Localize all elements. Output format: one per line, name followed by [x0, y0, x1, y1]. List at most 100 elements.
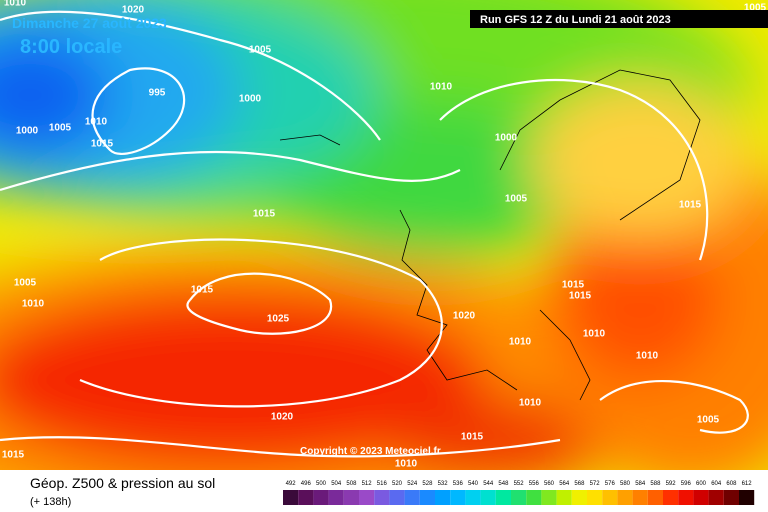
legend-label: 604 — [711, 481, 722, 487]
isobar-label: 995 — [149, 88, 166, 99]
isobar-label: 1015 — [253, 209, 276, 220]
legend-swatch — [632, 490, 648, 505]
legend-label: 592 — [666, 481, 677, 487]
footer-title: Géop. Z500 & pression au sol — [30, 475, 215, 491]
legend-label: 608 — [726, 481, 737, 487]
time-label: 8:00 locale — [20, 36, 122, 58]
legend-label: 596 — [681, 481, 692, 487]
legend-label: 516 — [377, 481, 388, 487]
date-label: Dimanche 27 août 2023 — [12, 15, 167, 31]
legend-swatch — [313, 490, 329, 505]
isobar-label: 1005 — [744, 3, 767, 14]
legend-swatch — [374, 490, 390, 505]
legend-swatch — [678, 490, 694, 505]
legend-swatch — [693, 490, 709, 505]
copyright: Copyright © 2023 Meteociel.fr — [300, 446, 441, 457]
run-label: Run GFS 12 Z du Lundi 21 août 2023 — [480, 14, 671, 26]
isobar-label: 1025 — [267, 314, 290, 325]
legend-swatch — [389, 490, 405, 505]
legend-label: 544 — [483, 481, 494, 487]
coastlines — [279, 69, 701, 401]
legend-swatch — [541, 490, 557, 505]
isobar-label: 1010 — [519, 398, 542, 409]
legend-swatch — [602, 490, 618, 505]
isobars — [0, 10, 749, 458]
legend-swatch — [495, 490, 511, 505]
legend-label: 536 — [453, 481, 464, 487]
isobar-label: 1020 — [453, 311, 476, 322]
isobar-label: 1005 — [49, 123, 72, 134]
legend-swatch — [663, 490, 679, 505]
legend-swatch — [571, 490, 587, 505]
legend-swatch — [480, 490, 496, 505]
isobar-label: 1015 — [569, 291, 592, 302]
isobar-label: 1005 — [249, 45, 272, 56]
isobar-label: 1015 — [91, 139, 114, 150]
legend-swatch — [647, 490, 663, 505]
isobar-label: 1010 — [583, 329, 606, 340]
isobar-label: 1000 — [16, 126, 39, 137]
legend-label: 572 — [590, 481, 601, 487]
legend-label: 568 — [574, 481, 585, 487]
legend-label: 520 — [392, 481, 403, 487]
isobar-label: 1015 — [461, 432, 484, 443]
legend-swatch — [739, 490, 755, 505]
legend-label: 552 — [514, 481, 525, 487]
legend-label: 600 — [696, 481, 707, 487]
isobar-label: 1000 — [239, 94, 262, 105]
isobar-label: 1005 — [14, 278, 37, 289]
isobar-label: 1015 — [562, 280, 585, 291]
legend-label: 588 — [650, 481, 661, 487]
isobar-label: 1010 — [85, 117, 108, 128]
isobar-label: 1010 — [430, 82, 453, 93]
legend-swatch — [343, 490, 359, 505]
isobar-label: 1015 — [191, 285, 214, 296]
legend-label: 612 — [742, 481, 753, 487]
legend-label: 512 — [362, 481, 373, 487]
legend-swatch — [526, 490, 542, 505]
isobar-label: 1000 — [495, 133, 518, 144]
legend-label: 528 — [422, 481, 433, 487]
legend-label: 532 — [438, 481, 449, 487]
legend-label: 576 — [605, 481, 616, 487]
legend-label: 504 — [331, 481, 342, 487]
legend-swatch — [511, 490, 527, 505]
legend-label: 560 — [544, 481, 555, 487]
isobar-label: 1020 — [271, 412, 294, 423]
legend-label: 564 — [559, 481, 570, 487]
isobar-label: 1005 — [697, 415, 720, 426]
legend-swatch — [328, 490, 344, 505]
isobar-label: 1015 — [679, 200, 702, 211]
legend-label: 496 — [301, 481, 312, 487]
legend-label: 548 — [498, 481, 509, 487]
isobar-label: 1020 — [122, 5, 145, 16]
legend-swatch — [283, 490, 299, 505]
isobar-label: 1010 — [395, 459, 418, 470]
legend-swatch — [298, 490, 314, 505]
legend-label: 500 — [316, 481, 327, 487]
legend-swatch — [556, 490, 572, 505]
legend-swatch — [465, 490, 481, 505]
legend-label: 524 — [407, 481, 418, 487]
isobar-label: 1010 — [4, 0, 27, 9]
isobar-label: 1010 — [509, 337, 532, 348]
legend-label: 508 — [346, 481, 357, 487]
legend-swatch — [450, 490, 466, 505]
legend-label: 584 — [635, 481, 646, 487]
legend-label: 556 — [529, 481, 540, 487]
legend-label: 540 — [468, 481, 479, 487]
legend-label: 492 — [286, 481, 297, 487]
legend-swatch — [723, 490, 739, 505]
legend-swatch — [617, 490, 633, 505]
isobar-label: 1005 — [505, 194, 528, 205]
footer-lead: (+ 138h) — [30, 496, 71, 508]
legend-swatch — [708, 490, 724, 505]
isobar-label: 1015 — [2, 450, 25, 461]
run-banner — [470, 10, 768, 28]
legend-label: 580 — [620, 481, 631, 487]
legend-swatch — [359, 490, 375, 505]
legend-swatch — [419, 490, 435, 505]
